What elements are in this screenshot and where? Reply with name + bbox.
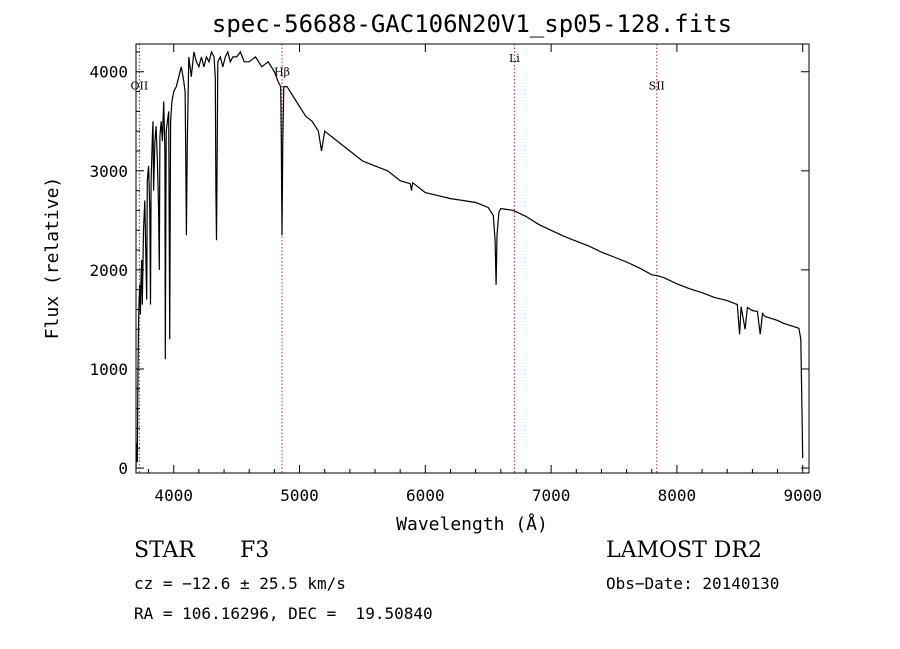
survey-name: LAMOST DR2 [606, 538, 762, 563]
x-tick-label-9000: 9000 [783, 486, 822, 505]
x-tick-label-8000: 8000 [658, 486, 697, 505]
x-axis-label: Wavelength (Å) [396, 513, 548, 535]
marker-label-hβ: Hβ [274, 66, 290, 79]
x-tick-label-7000: 7000 [532, 486, 571, 505]
y-tick-label-4000: 4000 [89, 63, 128, 82]
x-tick-label-6000: 6000 [406, 486, 445, 505]
x-tick-label-4000: 4000 [154, 486, 193, 505]
x-tick-label-5000: 5000 [280, 486, 319, 505]
marker-label-sii: SII [649, 80, 665, 93]
observation-date: Obs−Date: 20140130 [606, 574, 780, 593]
sky-coordinates: RA = 106.16296, DEC = 19.50840 [134, 604, 433, 623]
plot-frame [135, 43, 810, 474]
marker-label-li: Li [509, 52, 520, 65]
spectral-subclass: F3 [240, 538, 270, 563]
y-tick-label-1000: 1000 [89, 360, 128, 379]
flux-series-line [135, 50, 804, 469]
chart-title: spec-56688-GAC106N20V1_sp05-128.fits [212, 10, 732, 38]
y-tick-label-2000: 2000 [89, 261, 128, 280]
marker-label-oii: OII [131, 80, 149, 93]
object-class: STAR [134, 538, 195, 563]
y-tick-label-3000: 3000 [89, 162, 128, 181]
y-axis-label: Flux (relative) [42, 177, 63, 340]
redshift-velocity: cz = −12.6 ± 25.5 km/s [134, 574, 346, 593]
y-tick-label-0: 0 [118, 459, 128, 478]
